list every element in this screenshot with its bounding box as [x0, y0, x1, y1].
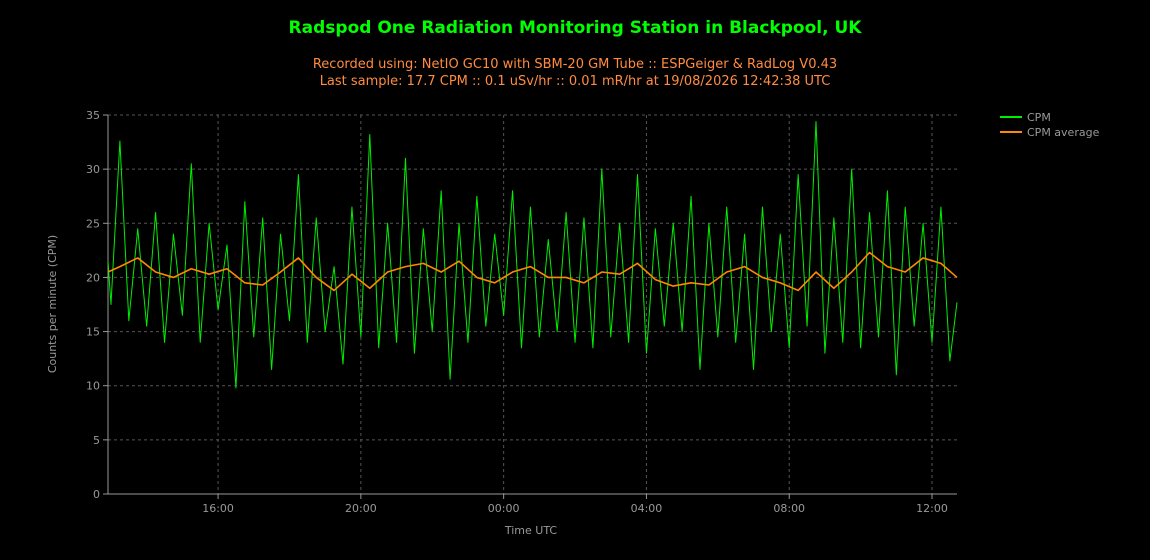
legend-label-cpm-average: CPM average	[1027, 126, 1100, 139]
y-tick-label-10: 10	[86, 380, 100, 393]
y-tick-label-20: 20	[86, 271, 100, 284]
axes	[103, 114, 957, 499]
legend-label-cpm: CPM	[1027, 111, 1051, 124]
chart-subtitle-last-sample: Last sample: 17.7 CPM :: 0.1 uSv/hr :: 0…	[320, 74, 831, 89]
y-tick-label-0: 0	[93, 488, 100, 501]
chart-title: Radspod One Radiation Monitoring Station…	[289, 18, 863, 38]
y-tick-label-30: 30	[86, 163, 100, 176]
x-tick-label-0400: 04:00	[631, 502, 663, 515]
series-line-cpm-average	[107, 251, 958, 292]
y-tick-label-25: 25	[86, 217, 100, 230]
y-axis-label: Counts per minute (CPM)	[46, 235, 59, 373]
tick-labels: 0 5 10 15 20 25 30 35 16:00 20:00 00:00 04:00 08:00 1…	[86, 109, 948, 515]
x-tick-label-1600: 16:00	[202, 502, 234, 515]
series-line-cpm	[107, 121, 958, 389]
y-tick-label-5: 5	[93, 434, 100, 447]
y-tick-label-35: 35	[86, 109, 100, 122]
series-lines	[107, 121, 958, 389]
x-tick-label-0800: 08:00	[773, 502, 805, 515]
chart-subtitle-recorded: Recorded using: NetIO GC10 with SBM-20 G…	[313, 57, 837, 72]
y-tick-label-15: 15	[86, 326, 100, 339]
x-tick-label-2000: 20:00	[345, 502, 377, 515]
x-axis-label: Time UTC	[504, 524, 558, 537]
x-tick-label-1200: 12:00	[916, 502, 948, 515]
x-tick-label-0000: 00:00	[488, 502, 520, 515]
legend: CPM CPM average	[1000, 111, 1100, 139]
